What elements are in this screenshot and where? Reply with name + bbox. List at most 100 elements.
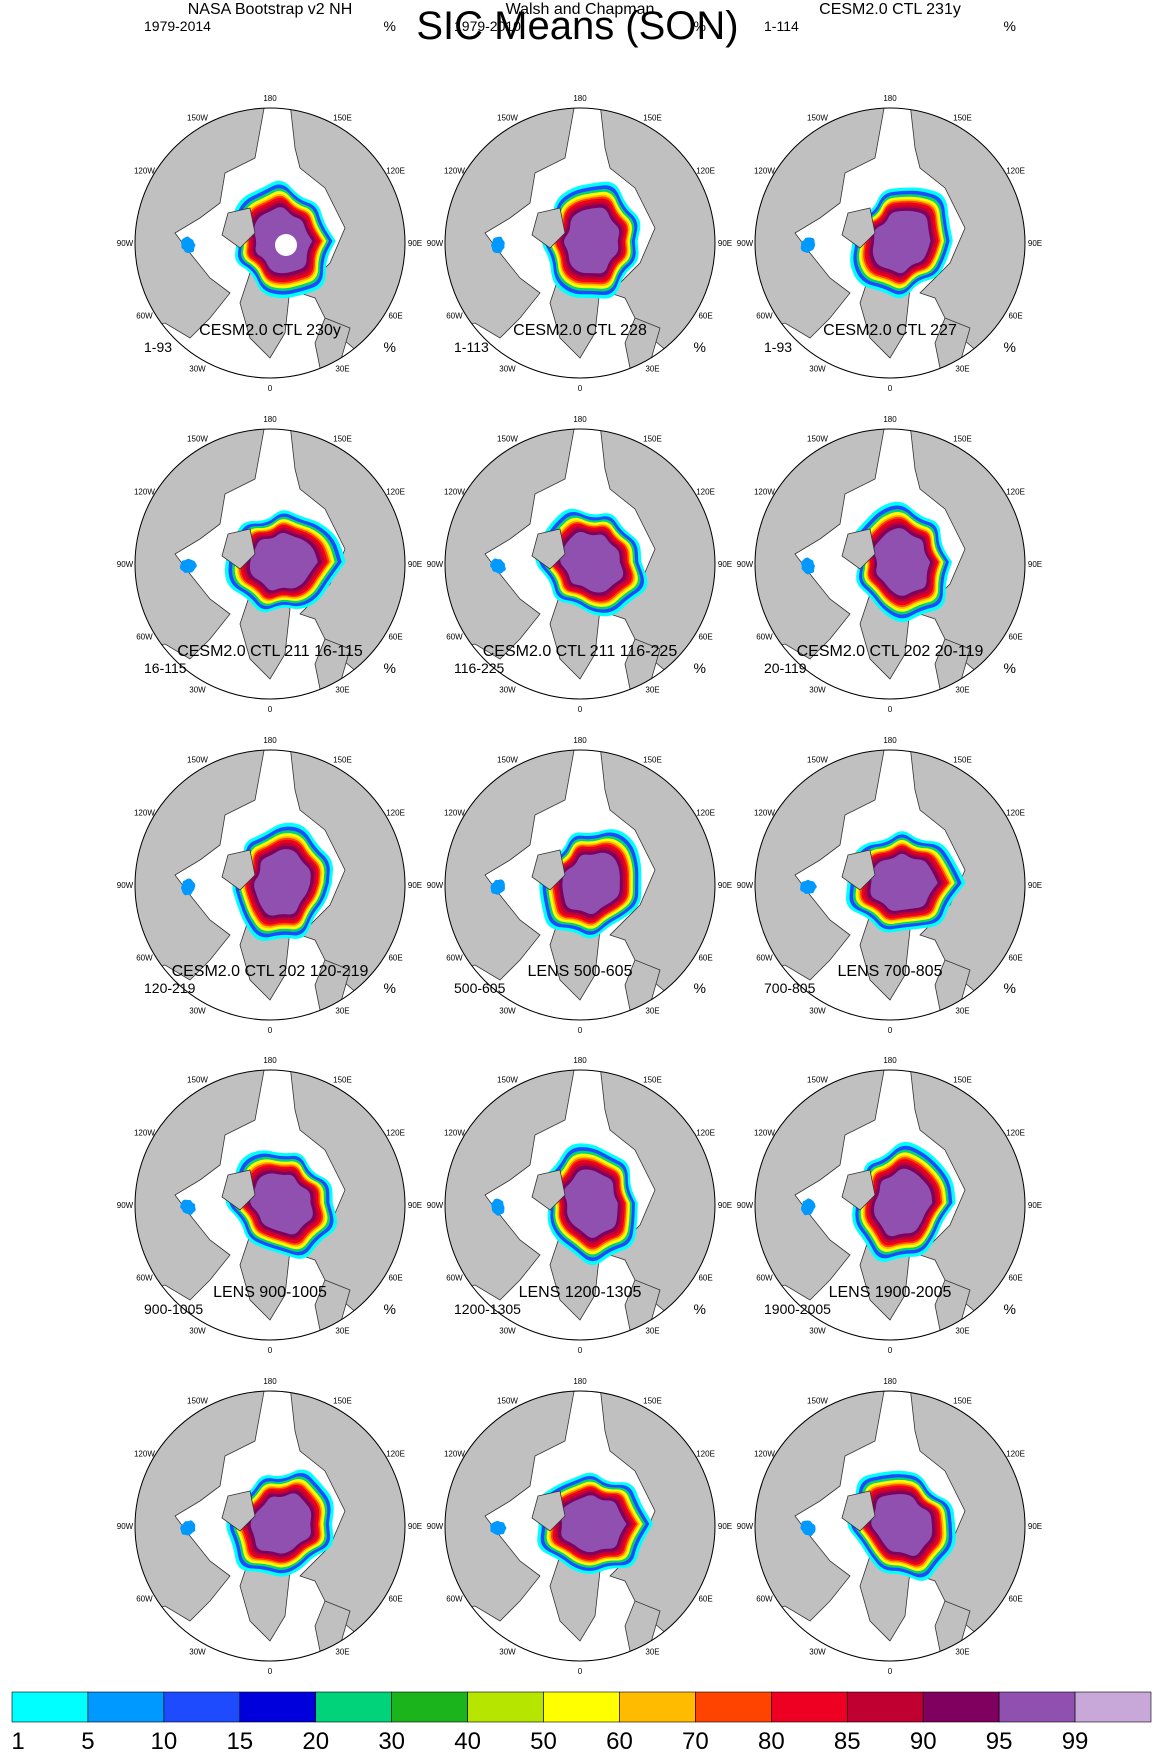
longitude-label: 120E: [1006, 488, 1025, 497]
colorbar-tick-label: 90: [910, 1728, 937, 1755]
longitude-label: 60E: [698, 954, 712, 963]
longitude-label: 60W: [756, 312, 773, 321]
longitude-label: 150E: [953, 1075, 972, 1084]
longitude-label: 180: [263, 1377, 277, 1386]
sic-hudson: [800, 879, 817, 894]
longitude-label: 60E: [1008, 312, 1022, 321]
sic-hudson: [181, 236, 196, 254]
longitude-label: 120W: [444, 1450, 465, 1459]
panel-title: LENS 1900-2005: [829, 1284, 952, 1301]
land-archipelago: [841, 528, 876, 570]
map-border: [754, 1390, 1026, 1662]
longitude-label: 0: [888, 1667, 893, 1676]
land-north-america: [755, 429, 886, 660]
map-panel: 180 150E 120E 90E 60E 30E 0 30W 60W 90W 120W 150W Wa…: [427, 1, 732, 393]
land-north-america: [445, 1391, 576, 1622]
longitude-label: 30W: [499, 1007, 516, 1016]
longitude-label: 150E: [953, 1396, 972, 1405]
longitude-label: 0: [268, 384, 273, 393]
longitude-label: 30E: [955, 1007, 969, 1016]
longitude-label: 90E: [408, 560, 422, 569]
longitude-label: 150W: [807, 113, 828, 122]
longitude-label: 60E: [388, 312, 402, 321]
panel-period: 700-805: [764, 980, 816, 996]
longitude-label: 0: [578, 1667, 583, 1676]
longitude-label: 30W: [189, 1007, 206, 1016]
map-panel: 180 150E 120E 90E 60E 30E 0 30W 60W 90W 120W 150W LE…: [427, 963, 732, 1355]
panel-period: 1900-2005: [764, 1301, 831, 1317]
longitude-label: 30E: [955, 686, 969, 695]
panel-title: CESM2.0 CTL 230y: [199, 322, 341, 339]
panel-title: CESM2.0 CTL 227: [823, 322, 957, 339]
longitude-label: 120W: [754, 488, 775, 497]
land-north-america: [135, 1070, 266, 1301]
longitude-label: 150E: [643, 1075, 662, 1084]
land-north-america: [135, 750, 266, 981]
longitude-label: 90E: [1028, 1522, 1042, 1531]
longitude-label: 0: [578, 1026, 583, 1035]
land-archipelago: [841, 1490, 876, 1532]
panel-title: CESM2.0 CTL 202 20-119: [797, 643, 984, 660]
land-archipelago: [531, 207, 566, 249]
longitude-label: 60W: [756, 1595, 773, 1604]
panel-unit: %: [1004, 339, 1016, 355]
colorbar-tick-label: 15: [226, 1728, 253, 1755]
longitude-label: 150E: [643, 1396, 662, 1405]
colorbar-tick-label: 30: [378, 1728, 405, 1755]
land-archipelago: [221, 528, 256, 570]
longitude-label: 0: [888, 705, 893, 714]
colorbar-swatch: [619, 1691, 696, 1723]
longitude-label: 30E: [955, 1648, 969, 1657]
land-north-america: [445, 750, 576, 981]
longitude-label: 90W: [427, 1201, 444, 1210]
main-title: SIC Means (SON): [416, 4, 739, 48]
panel-period: 1-114: [764, 18, 799, 34]
land-archipelago: [221, 849, 256, 891]
longitude-label: 120E: [1006, 1450, 1025, 1459]
panel-title: LENS 500-605: [528, 963, 633, 980]
panel-period: 16-115: [144, 660, 187, 676]
map-border: [134, 1390, 406, 1662]
longitude-label: 120W: [134, 809, 155, 818]
longitude-label: 60E: [1008, 1595, 1022, 1604]
longitude-label: 120E: [696, 167, 715, 176]
longitude-label: 90W: [117, 560, 134, 569]
colorbar-tick-label: 70: [682, 1728, 709, 1755]
longitude-label: 30E: [645, 686, 659, 695]
sic-band: [250, 1173, 313, 1235]
longitude-label: 180: [883, 415, 897, 424]
colorbar-tick-label: 80: [758, 1728, 785, 1755]
longitude-label: 120E: [1006, 1129, 1025, 1138]
longitude-label: 0: [268, 1026, 273, 1035]
longitude-label: 60W: [446, 312, 463, 321]
sic-hudson: [800, 237, 816, 254]
map-border: [754, 107, 1026, 379]
map-panel: 180 150E 120E 90E 60E 30E 0 30W 60W 90W 120W 150W LE…: [737, 963, 1042, 1355]
sic-hudson: [800, 1198, 816, 1216]
longitude-label: 90E: [1028, 239, 1042, 248]
map-border: [444, 749, 716, 1021]
panel-unit: %: [694, 18, 706, 34]
longitude-label: 30W: [809, 1648, 826, 1657]
map-border: [444, 428, 716, 700]
longitude-label: 60W: [756, 1274, 773, 1283]
map-border: [444, 1069, 716, 1341]
panel-unit: %: [384, 1301, 396, 1317]
longitude-label: 120E: [1006, 167, 1025, 176]
longitude-label: 90W: [427, 1522, 444, 1531]
longitude-label: 30E: [645, 1648, 659, 1657]
longitude-label: 90E: [408, 1522, 422, 1531]
longitude-label: 30E: [335, 686, 349, 695]
longitude-label: 120E: [386, 167, 405, 176]
longitude-label: 60E: [698, 1274, 712, 1283]
longitude-label: 0: [888, 1346, 893, 1355]
longitude-label: 60E: [1008, 633, 1022, 642]
longitude-label: 120W: [134, 1129, 155, 1138]
land-north-america: [135, 1391, 266, 1622]
longitude-label: 150W: [807, 1075, 828, 1084]
longitude-label: 120W: [754, 167, 775, 176]
land-north-america: [135, 429, 266, 660]
panel-title: CESM2.0 CTL 228: [513, 322, 647, 339]
longitude-label: 120W: [444, 167, 465, 176]
colorbar-tick-label: 20: [302, 1728, 329, 1755]
